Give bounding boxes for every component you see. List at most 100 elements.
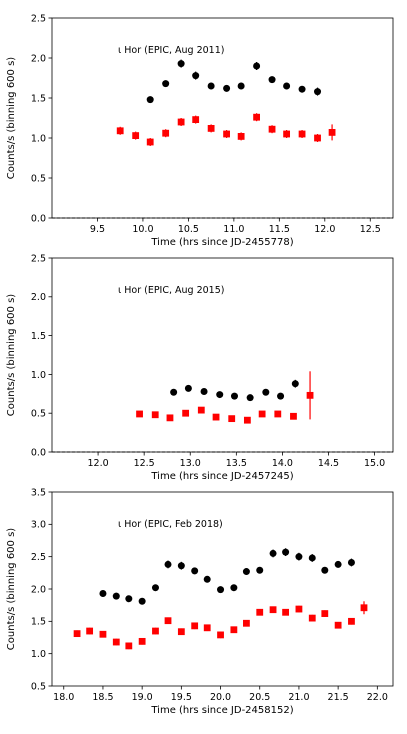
data-point <box>125 642 133 650</box>
x-axis-label: Time (hrs since JD-2457245) <box>150 471 293 482</box>
data-point <box>192 116 200 123</box>
data-point <box>184 384 192 392</box>
y-tick-label: 0.0 <box>31 447 46 458</box>
data-point <box>203 575 211 583</box>
data-point <box>125 595 133 603</box>
x-tick-label: 21.5 <box>328 692 349 703</box>
x-tick-label: 18.0 <box>53 692 74 703</box>
data-point <box>182 409 190 417</box>
data-point <box>136 410 143 418</box>
data-point <box>243 619 250 627</box>
y-tick-label: 2.0 <box>31 53 46 64</box>
y-tick-label: 1.0 <box>31 370 46 381</box>
data-point <box>170 388 178 396</box>
data-point <box>256 608 264 616</box>
data-point <box>200 387 208 395</box>
data-point <box>328 129 336 136</box>
y-tick-label: 2.5 <box>31 13 46 24</box>
data-point <box>237 133 245 140</box>
data-point <box>99 590 107 598</box>
data-point <box>86 627 94 635</box>
x-tick-label: 12.5 <box>360 224 381 235</box>
x-tick-label: 11.0 <box>223 224 244 235</box>
y-tick-label: 1.0 <box>31 649 46 660</box>
data-point <box>306 391 314 399</box>
data-point <box>308 614 316 622</box>
chart-panel-2: 12.0 12.5 13.0 13.5 14.0 14.5 15.0 0.0 0.5 1.0 1.5… <box>6 253 394 482</box>
data-point <box>295 553 303 561</box>
panel-annotation: ι Hor (EPIC, Aug 2011) <box>118 45 224 56</box>
y-tick-label: 2.5 <box>31 552 46 563</box>
data-point <box>295 605 303 613</box>
y-tick-label: 2.5 <box>31 253 46 264</box>
data-point <box>162 129 170 137</box>
data-point <box>116 127 124 135</box>
data-point <box>177 118 185 126</box>
data-point <box>223 130 230 138</box>
data-point <box>314 88 322 96</box>
panel-annotation: ι Hor (EPIC, Feb 2018) <box>118 519 223 530</box>
data-point <box>216 391 224 399</box>
data-point <box>191 567 199 575</box>
series-2 <box>136 371 314 424</box>
data-point <box>360 604 368 612</box>
x-tick-label: 21.0 <box>288 692 309 703</box>
data-point <box>132 132 140 139</box>
y-tick-label: 0.5 <box>31 173 46 184</box>
data-point <box>138 637 146 645</box>
x-tick-label: 20.0 <box>210 692 231 703</box>
data-point <box>177 562 185 570</box>
data-point <box>283 130 291 138</box>
y-tick-label: 0.0 <box>31 213 46 224</box>
data-point <box>191 622 199 630</box>
y-tick-label: 0.5 <box>31 681 46 692</box>
series-1 <box>146 59 322 104</box>
x-tick-label: 15.0 <box>364 458 385 469</box>
data-point <box>230 584 238 592</box>
data-point <box>298 85 306 93</box>
data-point <box>348 617 355 625</box>
data-point <box>152 627 159 635</box>
data-point <box>268 76 276 84</box>
y-tick-label: 0.5 <box>31 409 46 420</box>
x-axis-label: Time (hrs since JD-2458152) <box>150 705 293 716</box>
data-point <box>246 394 254 402</box>
data-point <box>99 630 107 638</box>
data-point <box>262 388 270 396</box>
data-point <box>291 380 299 388</box>
data-point <box>334 560 342 568</box>
data-point <box>258 410 266 418</box>
data-point <box>228 415 236 423</box>
data-point <box>151 411 159 419</box>
x-tick-label: 9.5 <box>90 224 105 235</box>
data-point <box>237 82 245 90</box>
y-axis-label: Counts/s (binning 600 s) <box>6 57 17 179</box>
x-tick-label: 20.5 <box>249 692 270 703</box>
data-point <box>269 606 277 614</box>
y-tick-label: 2.0 <box>31 584 46 595</box>
y-tick-label: 3.0 <box>31 520 46 531</box>
data-point <box>146 138 154 146</box>
data-point <box>146 96 154 104</box>
series-2 <box>73 601 368 650</box>
data-point <box>256 566 264 574</box>
data-point <box>308 554 316 562</box>
x-tick-label: 10.0 <box>132 224 153 235</box>
y-tick-label: 3.5 <box>31 487 46 498</box>
chart-panel-3: 18.0 18.5 19.0 19.5 20.0 20.5 21.0 21.5 22.0 0.5 1… <box>6 487 394 716</box>
data-point <box>277 392 285 400</box>
data-point <box>223 84 231 92</box>
data-point <box>177 60 185 68</box>
data-point <box>203 624 211 632</box>
data-point <box>298 130 306 138</box>
data-point <box>321 566 329 574</box>
data-point <box>314 134 321 142</box>
x-tick-label: 12.5 <box>134 458 155 469</box>
data-point <box>207 82 215 90</box>
x-tick-label: 14.5 <box>318 458 339 469</box>
data-point <box>268 125 276 133</box>
data-point <box>334 621 342 629</box>
data-point <box>112 592 120 600</box>
data-point <box>282 548 290 556</box>
